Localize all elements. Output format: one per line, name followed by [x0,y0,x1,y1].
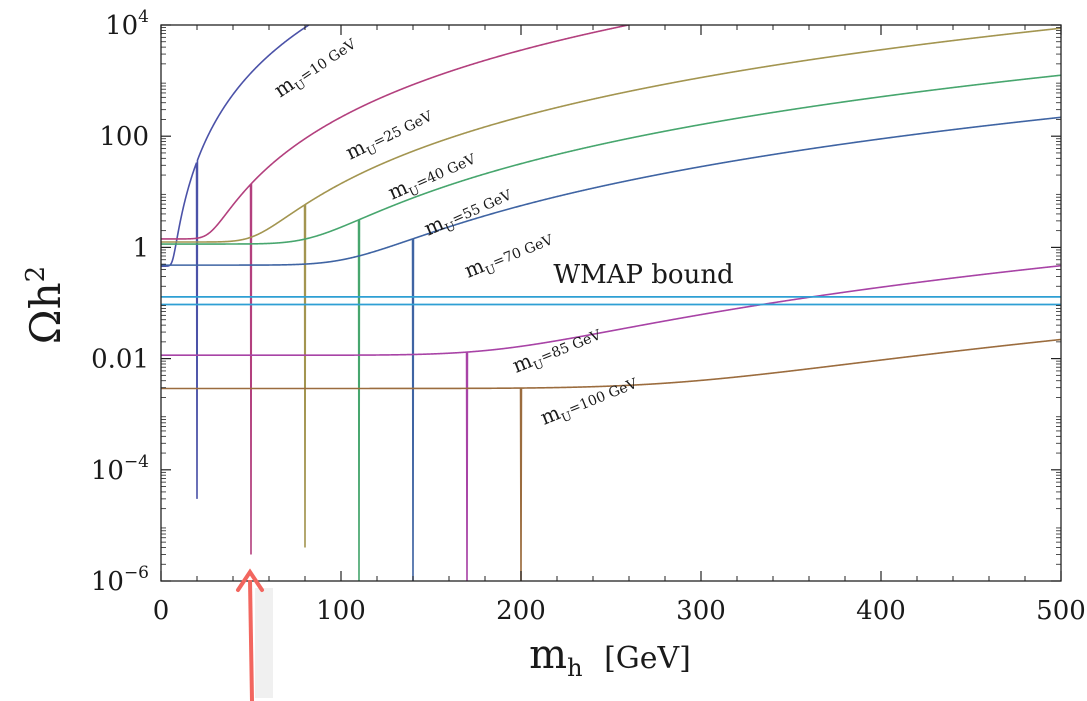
series-line-6 [161,264,1061,581]
x-tick-label-2: 100 [316,596,366,626]
x-tick-label-3: 200 [496,596,546,626]
series-line-4 [161,74,1061,581]
series-label-7: mU=100 GeV [537,369,642,432]
series-label-5: mU=70 GeV [461,225,558,285]
y-tick-label-5: 10−4 [91,452,149,486]
x-tick-label-1: 0 [153,596,170,626]
y-tick-label-3: 1 [132,233,149,263]
y-axis-label: Ωh2 [21,266,70,344]
y-tick-label-6: 10−6 [91,563,149,597]
y-tick-label-4: 0.01 [91,345,149,375]
series-line-5 [161,116,1061,581]
series-line-3 [161,27,1061,548]
series-line-1 [161,25,311,499]
arrow-shaft [248,579,254,701]
series-label-1: mU=10 GeV [269,30,362,105]
pole-arrow [236,568,273,701]
x-axis-label: mh [GeV] [529,632,691,682]
arrow-head [236,568,264,592]
series-label-3: mU=40 GeV [384,145,480,208]
x-tick-label-6: 500 [1036,596,1086,626]
plot-frame [160,24,1062,582]
series-line-7 [161,338,1061,581]
x-ticks: 0 100 200 300 400 500 [153,25,1086,626]
series-line-2 [161,25,633,555]
x-tick-label-5: 400 [856,596,906,626]
series-label-6: mU=85 GeV [509,320,606,380]
y-ticks: 104 100 1 0.01 10−4 10−6 [91,7,1061,597]
curves-layer [161,25,1061,581]
wmap-band: WMAP bound [161,260,1061,306]
y-tick-label-2: 100 [99,122,149,152]
wmap-label: WMAP bound [553,260,733,290]
axis-labels: mh [GeV] Ωh2 [21,266,691,682]
arrow-shadow [255,588,273,698]
y-tick-label-1: 104 [105,7,149,41]
x-tick-label-4: 300 [676,596,726,626]
series-label-2: mU=25 GeV [342,102,438,167]
